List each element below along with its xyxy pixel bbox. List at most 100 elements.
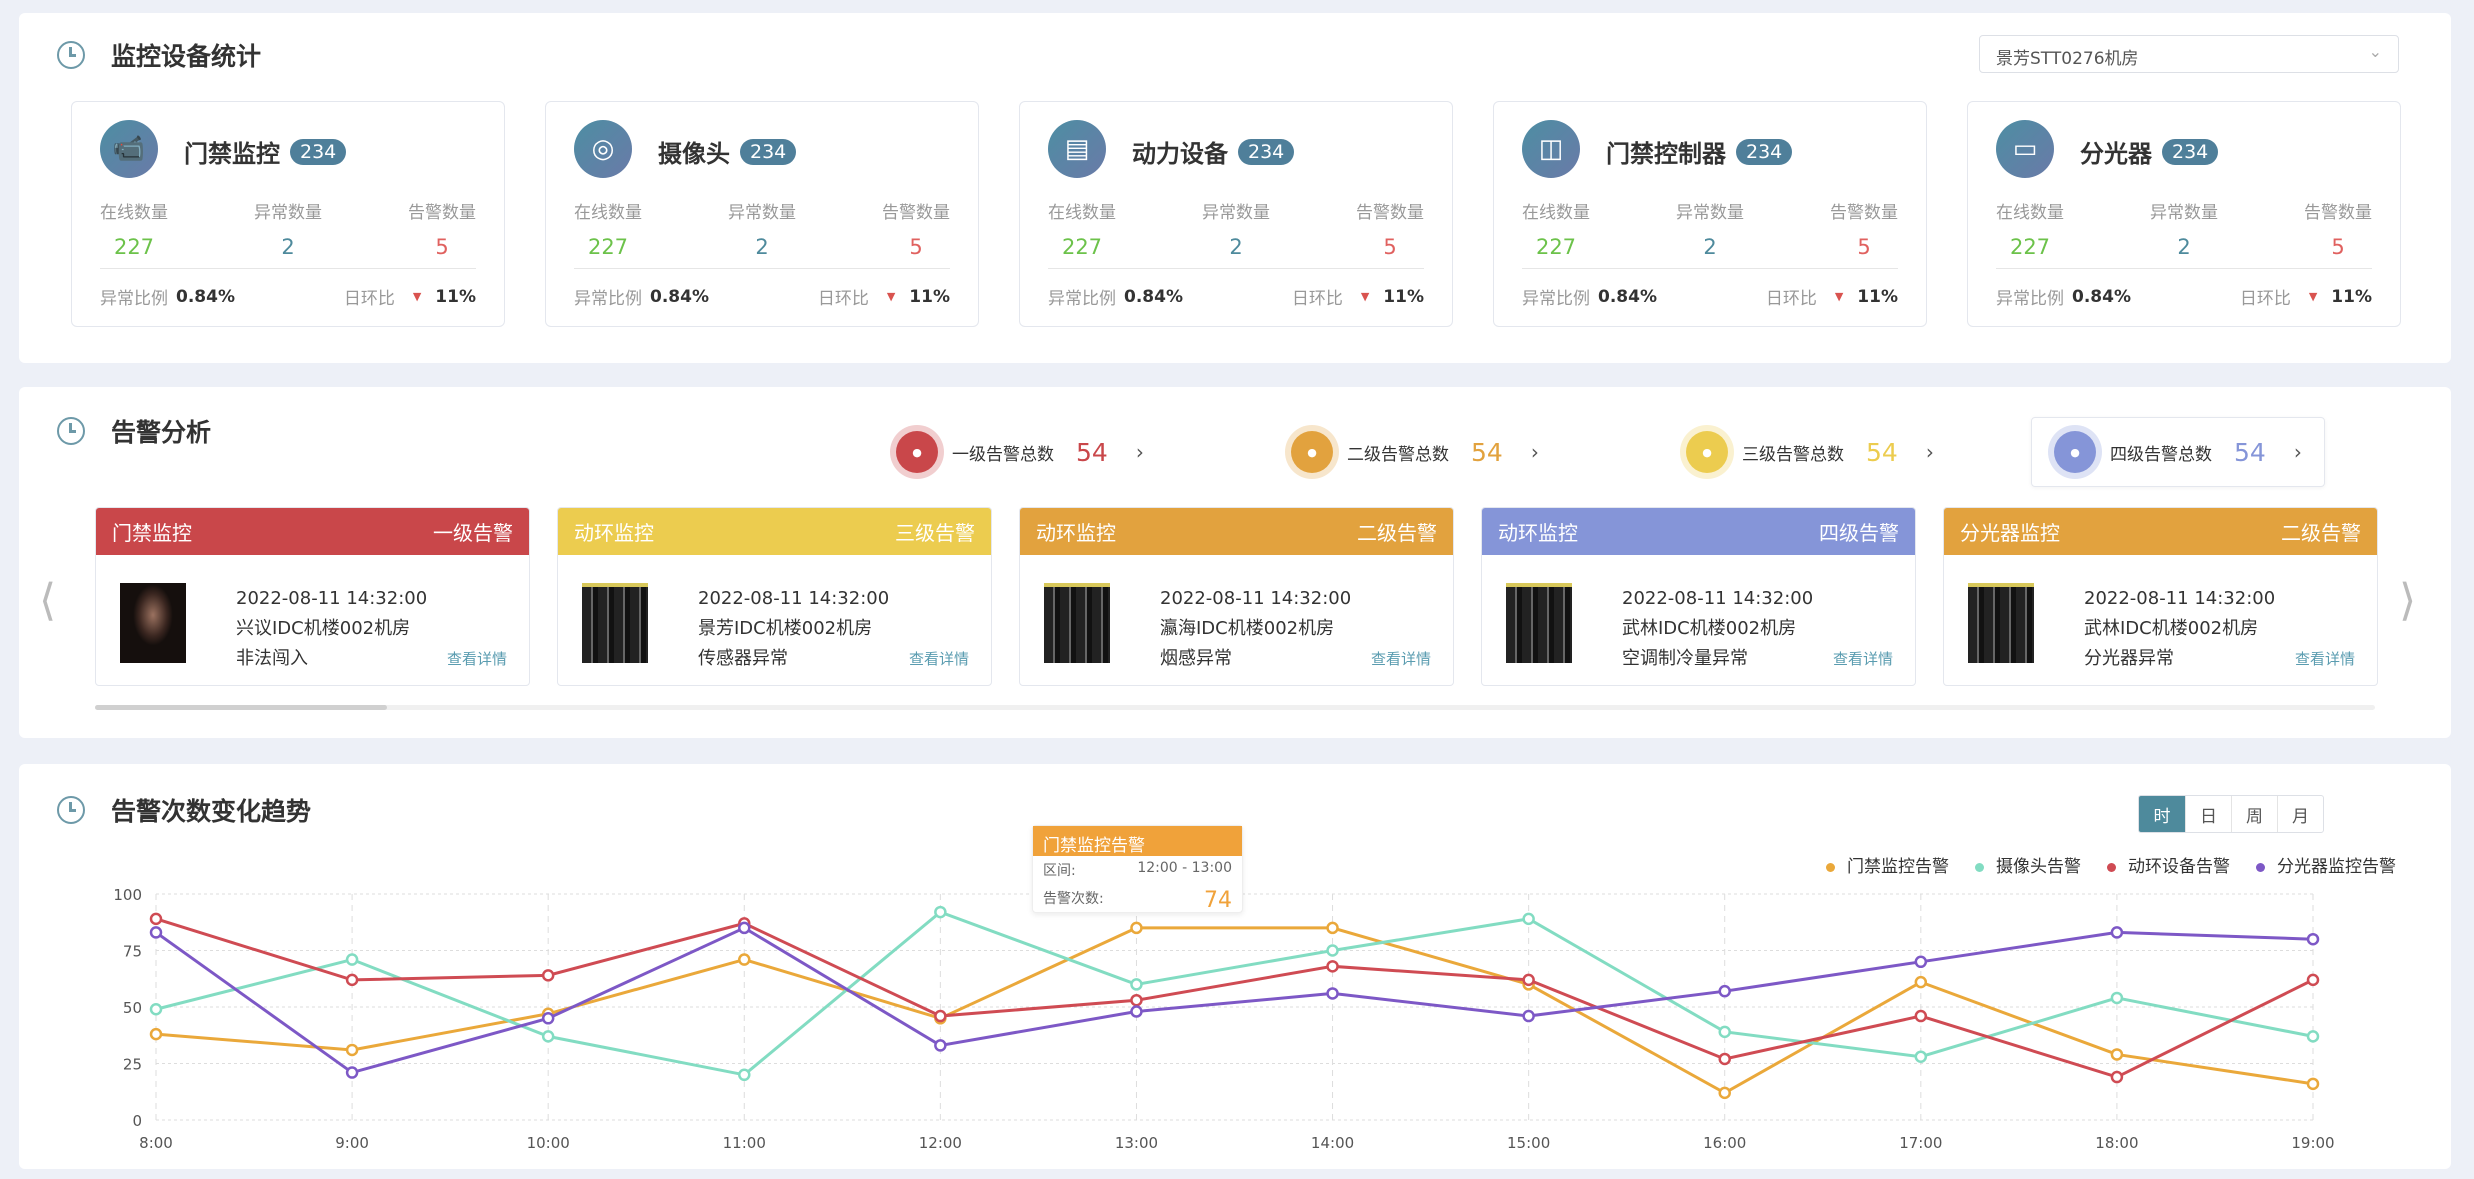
alert-time: 2022-08-11 14:32:00	[236, 588, 428, 609]
lock-icon: ●	[1291, 431, 1333, 473]
online-count: 227	[113, 235, 155, 259]
x-tick-label: 10:00	[527, 1134, 570, 1152]
room-select[interactable]: 景芳STT0276机房 ⌄	[1979, 35, 2399, 73]
chevron-right-icon: ›	[1530, 440, 1539, 464]
trend-down-icon: ▼	[1834, 290, 1844, 303]
alarm-count: 5	[2331, 235, 2345, 259]
day-ratio-label: 日环比	[1765, 289, 1817, 309]
online-count: 227	[2009, 235, 2051, 259]
data-point	[345, 953, 359, 966]
alert-card[interactable]: 动环监控 四级告警 2022-08-11 14:32:00 武林IDC机楼002机房…	[1481, 507, 1916, 686]
alert-card[interactable]: 动环监控 三级告警 2022-08-11 14:32:00 景芳IDC机楼002机房…	[557, 507, 992, 686]
device-card[interactable]: 📹 门禁监控 234 在线数量 227 异常数量 2 告警数量 5 异常比例 0.84% …	[71, 101, 505, 327]
trend-down-icon: ▼	[886, 290, 896, 303]
device-card[interactable]: ▤ 动力设备 234 在线数量 227 异常数量 2 告警数量 5 异常比例 0.84% …	[1019, 101, 1453, 327]
device-card[interactable]: ◎ 摄像头 234 在线数量 227 异常数量 2 告警数量 5 异常比例 0.84% 日…	[545, 101, 979, 327]
data-point	[2110, 1048, 2124, 1061]
alert-desc: 分光器异常	[2084, 648, 2174, 669]
device-name: 分光器	[2080, 140, 2152, 168]
online-label: 在线数量	[1048, 203, 1116, 223]
device-card[interactable]: ▭ 分光器 234 在线数量 227 异常数量 2 告警数量 5 异常比例 0.84% 日…	[1967, 101, 2401, 327]
alert-card[interactable]: 动环监控 二级告警 2022-08-11 14:32:00 瀛海IDC机楼002机房…	[1019, 507, 1454, 686]
alert-card[interactable]: 分光器监控 二级告警 2022-08-11 14:32:00 武林IDC机楼002机…	[1943, 507, 2378, 686]
alert-snapshot-image	[582, 583, 648, 663]
chevron-right-icon: ›	[2293, 440, 2302, 464]
online-count: 227	[1535, 235, 1577, 259]
alarm-label: 告警数量	[2304, 203, 2372, 223]
chevron-right-icon: ›	[1925, 440, 1934, 464]
level-count: 54	[1471, 437, 1503, 467]
alert-card[interactable]: 门禁监控 一级告警 2022-08-11 14:32:00 兴议IDC机楼002机房…	[95, 507, 530, 686]
alert-snapshot-image	[1968, 583, 2034, 663]
camera-icon: 📹	[100, 120, 158, 178]
series-line	[155, 917, 2314, 1079]
abnormal-label: 异常数量	[728, 203, 796, 223]
x-tick-label: 8:00	[139, 1134, 173, 1152]
tooltip-title: 门禁监控告警	[1033, 826, 1242, 856]
data-point	[1326, 921, 1339, 935]
time-button[interactable]: 周	[2231, 796, 2277, 832]
trend-down-icon: ▼	[412, 290, 422, 303]
device-total-badge: 234	[2162, 138, 2219, 165]
online-count: 227	[1061, 235, 1103, 259]
alarm-count: 5	[909, 235, 923, 259]
x-tick-label: 16:00	[1703, 1134, 1746, 1152]
alert-time: 2022-08-11 14:32:00	[2084, 588, 2276, 609]
data-point	[1718, 1052, 1731, 1066]
online-label: 在线数量	[100, 203, 168, 223]
data-point	[345, 1043, 359, 1057]
abnormal-count: 2	[1229, 235, 1243, 259]
tooltip-range-label: 区间:	[1043, 863, 1076, 879]
device-total-badge: 234	[1238, 138, 1295, 165]
lock-icon: ●	[2054, 431, 2096, 473]
view-details-link[interactable]: 查看详情	[1832, 650, 1893, 668]
view-details-link[interactable]: 查看详情	[2294, 650, 2355, 668]
next-arrow-button[interactable]: ⟩	[2399, 575, 2417, 626]
series-line	[155, 926, 2314, 1075]
data-point	[934, 1039, 947, 1052]
data-point	[934, 1009, 947, 1023]
alarm-level-summary[interactable]: ● 四级告警总数 54 ›	[2031, 417, 2325, 487]
alert-desc: 空调制冷量异常	[1622, 648, 1748, 669]
view-details-link[interactable]: 查看详情	[908, 650, 969, 668]
time-granularity-toggle: 时日周月	[2138, 795, 2324, 833]
time-button[interactable]: 时	[2139, 796, 2185, 832]
alert-location: 瀛海IDC机楼002机房	[1160, 618, 1335, 639]
trend-down-icon: ▼	[2308, 290, 2318, 303]
data-point	[541, 1030, 555, 1043]
device-card[interactable]: ◫ 门禁控制器 234 在线数量 227 异常数量 2 告警数量 5 异常比例 0.84%…	[1493, 101, 1927, 327]
x-tick-label: 17:00	[1899, 1134, 1942, 1152]
data-point	[541, 969, 555, 982]
page-title: 监控设备统计	[111, 42, 262, 71]
legend-item[interactable]: 摄像头告警	[1975, 852, 2081, 877]
abnormal-ratio-label: 异常比例	[100, 289, 168, 309]
time-button[interactable]: 月	[2277, 796, 2323, 832]
alarm-level-summary[interactable]: ● 三级告警总数 54 ›	[1664, 417, 1956, 487]
carousel-scrollbar[interactable]	[95, 705, 2375, 710]
tooltip-count: 74	[1204, 888, 1232, 913]
level-label: 四级告警总数	[2110, 444, 2212, 465]
data-point	[1326, 987, 1339, 1000]
level-count: 54	[2234, 437, 2266, 467]
prev-arrow-button[interactable]: ⟨	[39, 575, 57, 626]
legend-label: 动环设备告警	[2128, 857, 2230, 877]
view-details-link[interactable]: 查看详情	[446, 650, 507, 668]
legend-item[interactable]: 门禁监控告警	[1826, 852, 1949, 877]
alert-location: 景芳IDC机楼002机房	[698, 618, 873, 639]
legend-item[interactable]: 动环设备告警	[2107, 852, 2230, 877]
alarm-level-summary[interactable]: ● 二级告警总数 54 ›	[1269, 417, 1561, 487]
alarm-level-summary[interactable]: ● 一级告警总数 54 ›	[874, 417, 1166, 487]
legend-item[interactable]: 分光器监控告警	[2256, 852, 2396, 877]
level-label: 三级告警总数	[1742, 444, 1844, 465]
time-button[interactable]: 日	[2185, 796, 2231, 832]
divider	[1522, 268, 1898, 269]
view-details-link[interactable]: 查看详情	[1370, 650, 1431, 668]
online-label: 在线数量	[1522, 203, 1590, 223]
alarm-label: 告警数量	[882, 203, 950, 223]
abnormal-ratio-label: 异常比例	[1048, 289, 1116, 309]
data-point	[2306, 1077, 2320, 1091]
section-title: 告警次数变化趋势	[111, 797, 312, 826]
scrollbar-thumb[interactable]	[95, 705, 387, 710]
divider	[100, 268, 476, 269]
device-name: 动力设备	[1132, 140, 1228, 168]
